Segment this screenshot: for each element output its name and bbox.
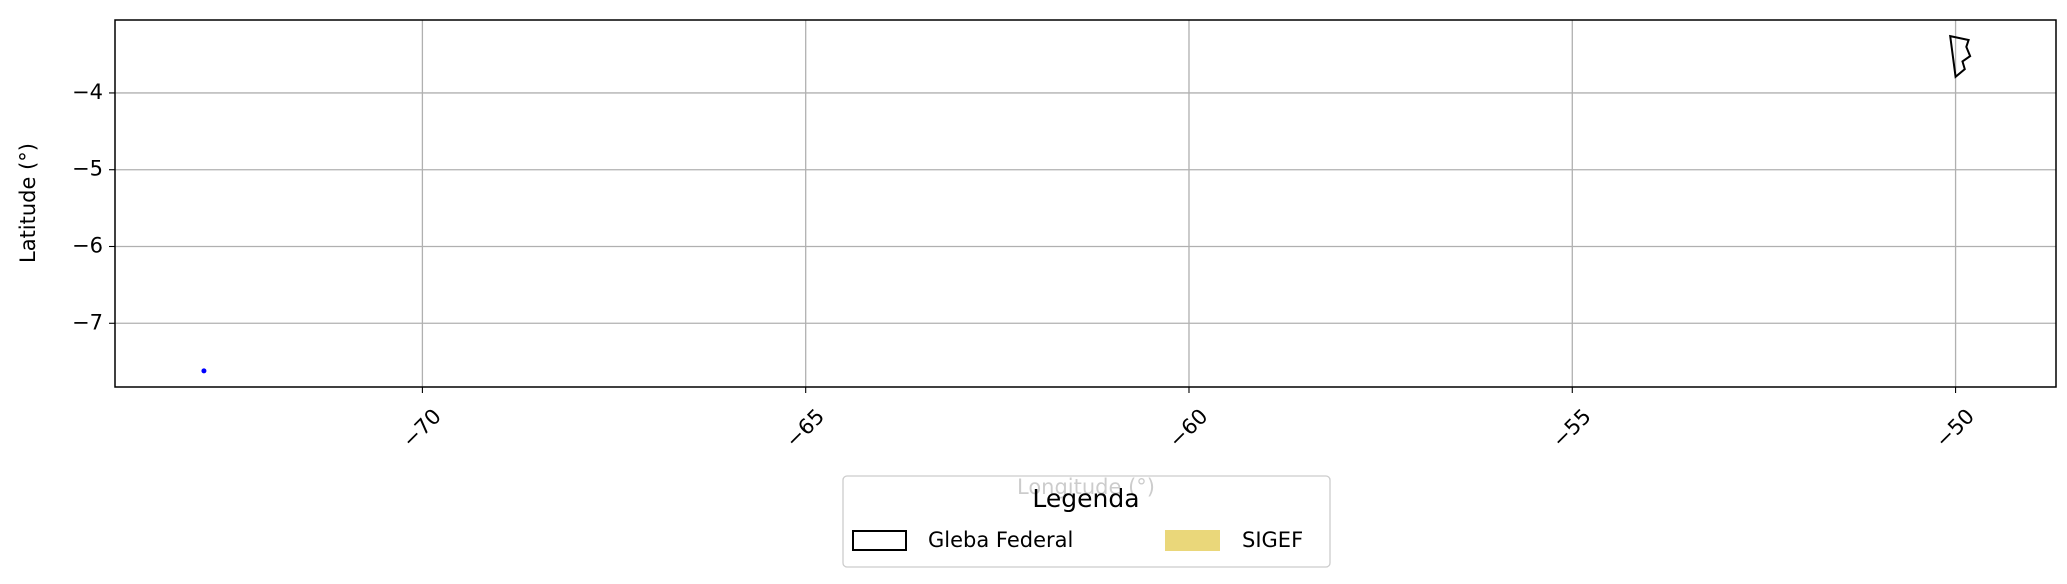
legend-label: SIGEF [1242, 528, 1303, 552]
y-tick-label: −4 [72, 80, 103, 104]
x-tick-label: −50 [1931, 404, 1979, 452]
y-tick-label: −6 [72, 233, 103, 257]
legend-label: Gleba Federal [928, 528, 1073, 552]
y-axis-label: Latitude (°) [16, 143, 40, 263]
legend: Legenda Gleba Federal SIGEF [842, 475, 1331, 568]
plot-frame [114, 19, 2057, 388]
x-tick-label: −70 [398, 404, 446, 452]
y-tick-label: −5 [72, 157, 103, 181]
x-tick-label: −60 [1164, 404, 1212, 452]
legend-swatch [852, 530, 907, 551]
y-tick-label: −7 [72, 310, 103, 334]
x-tick-label: −65 [781, 404, 829, 452]
x-tick-label: −55 [1547, 404, 1595, 452]
legend-title: Legenda [1032, 484, 1139, 513]
legend-swatch [1165, 530, 1220, 551]
gleba-polygon [1949, 34, 1972, 79]
point-feature [201, 368, 207, 374]
